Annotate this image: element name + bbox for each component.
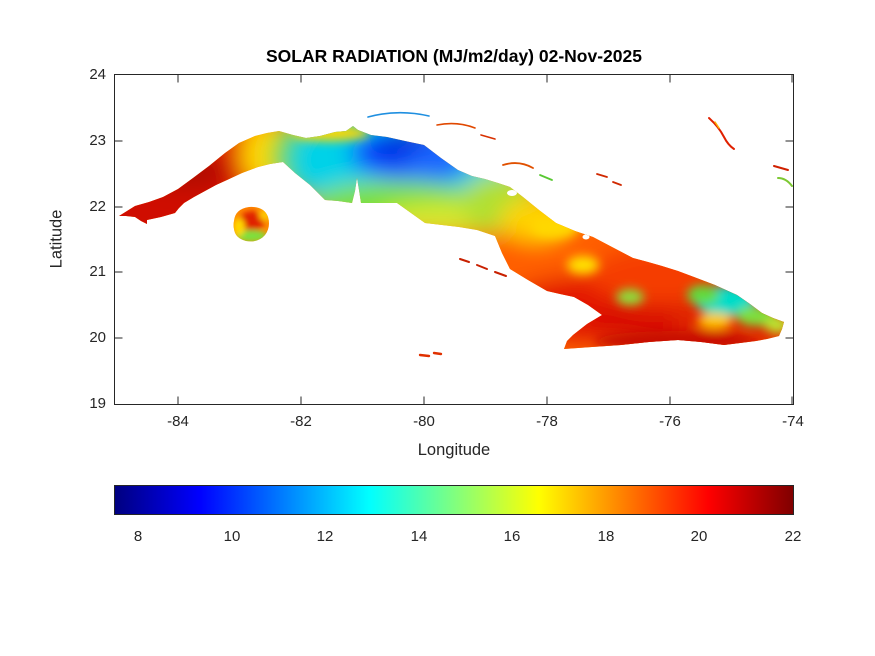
colorbar-tick-label: 10	[223, 528, 241, 545]
x-tick-label: -74	[782, 413, 804, 430]
plot-area	[114, 74, 794, 405]
colorbar-tick-label: 22	[784, 528, 802, 545]
chart-title: SOLAR RADIATION (MJ/m2/day) 02-Nov-2025	[265, 46, 642, 66]
y-tick-label: 23	[89, 132, 106, 149]
colorbar-tick-label: 12	[316, 528, 334, 545]
colorbar-tick-label: 14	[410, 528, 428, 545]
colorbar-tick-label: 18	[597, 528, 615, 545]
x-tick-label: -84	[167, 413, 189, 430]
colorbar-tick-label: 8	[133, 528, 143, 545]
axis-tick-marks	[115, 75, 793, 404]
x-tick-label: -80	[413, 413, 435, 430]
y-tick-label: 21	[89, 263, 106, 280]
y-tick-label: 22	[89, 198, 106, 215]
x-tick-label: -78	[536, 413, 558, 430]
colorbar	[114, 485, 794, 515]
y-tick-label: 24	[89, 66, 106, 83]
lagoon-hole	[507, 190, 517, 196]
bay-hole	[582, 234, 590, 240]
cuba-heatmap-canvas	[115, 75, 793, 404]
x-tick-label: -76	[659, 413, 681, 430]
x-tick-label: -82	[290, 413, 312, 430]
colorbar-tick-label: 16	[503, 528, 521, 545]
offshore-cays	[367, 111, 793, 358]
y-axis-label: Latitude	[47, 209, 66, 269]
isla-de-la-juventud	[233, 206, 269, 242]
y-tick-label: 19	[89, 395, 106, 412]
x-axis-label: Longitude	[417, 441, 491, 459]
colorbar-tick-label: 20	[690, 528, 708, 545]
y-tick-label: 20	[89, 329, 106, 346]
